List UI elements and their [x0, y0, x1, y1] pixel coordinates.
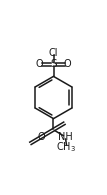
Text: O: O — [38, 132, 45, 142]
Text: NH: NH — [58, 132, 73, 142]
Text: O: O — [64, 59, 72, 69]
Text: Cl: Cl — [49, 48, 58, 58]
Text: CH$_3$: CH$_3$ — [56, 140, 77, 154]
Text: O: O — [35, 59, 43, 69]
Text: S: S — [50, 59, 57, 69]
